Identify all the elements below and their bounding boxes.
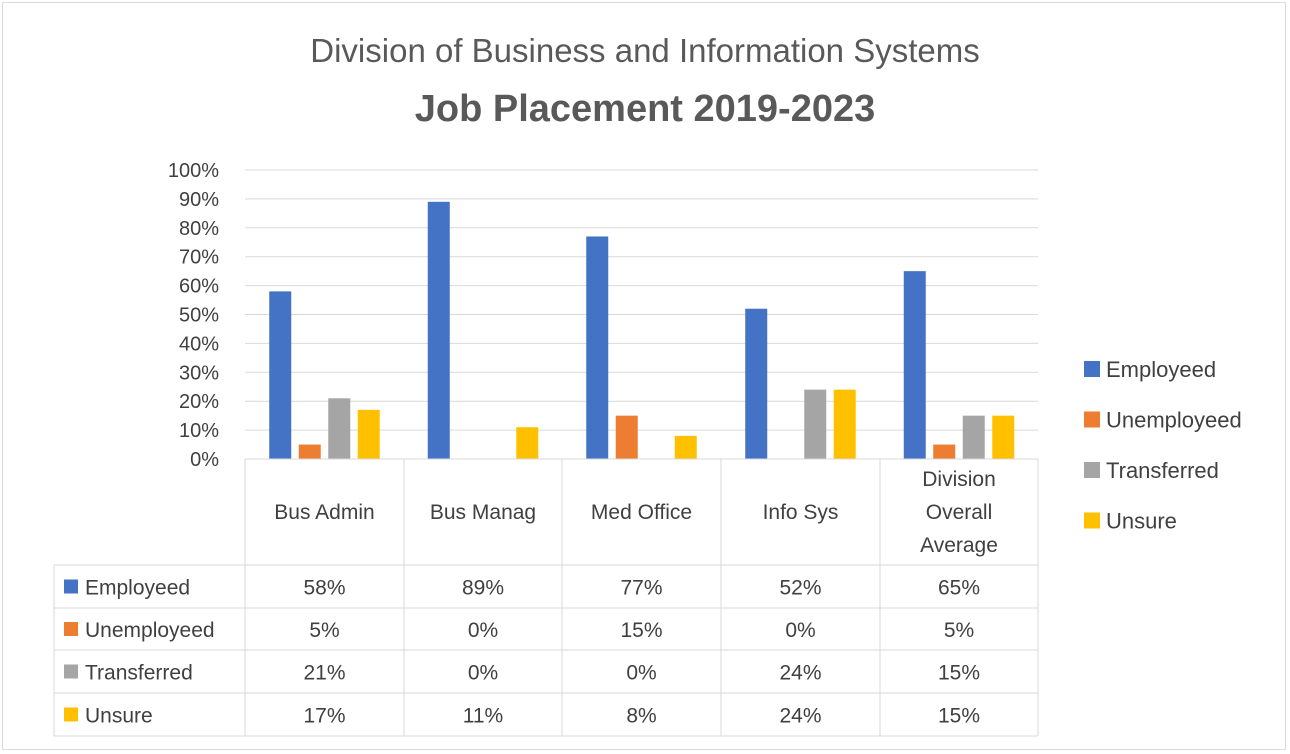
- bar: [833, 389, 856, 459]
- y-tick-label: 60%: [179, 276, 219, 298]
- bar: [933, 444, 956, 459]
- bar: [427, 201, 450, 460]
- x-category-label: Overall: [926, 501, 993, 524]
- legend-swatch: [1084, 462, 1100, 478]
- x-category-label: Med Office: [591, 501, 692, 524]
- y-tick-label: 80%: [179, 218, 219, 240]
- data-label: 24%: [779, 705, 821, 728]
- bar: [674, 435, 697, 459]
- legend-swatch: [1084, 411, 1100, 428]
- legend-swatch: [1084, 361, 1100, 377]
- bar: [615, 415, 638, 459]
- data-label: 21%: [303, 662, 345, 685]
- x-category-label: Bus Manag: [430, 501, 536, 524]
- x-category-label: Division: [922, 468, 996, 491]
- bar: [357, 409, 380, 459]
- data-label: 15%: [620, 619, 662, 642]
- legend-label: Unemployeed: [1106, 408, 1242, 433]
- data-label: 8%: [626, 705, 656, 728]
- table-legend-key: [64, 707, 78, 722]
- data-label: 65%: [938, 577, 980, 600]
- table-series-name: Unsure: [85, 705, 153, 728]
- legend-label: Employeed: [1106, 357, 1216, 382]
- data-label: 58%: [303, 577, 345, 600]
- bars-layer: [269, 201, 1015, 460]
- table-legend-key: [64, 579, 78, 594]
- legend-swatch: [1084, 512, 1100, 529]
- bar: [328, 398, 351, 459]
- bar: [903, 271, 926, 459]
- data-table: Bus Admin Bus Manag Med Office Info Sys Divi…: [53, 458, 1039, 737]
- data-label: 5%: [309, 619, 339, 642]
- table-series-name: Unemployeed: [85, 619, 215, 642]
- bar: [269, 291, 292, 459]
- data-label: 11%: [463, 705, 503, 728]
- y-tick-label: 20%: [179, 391, 219, 413]
- data-label: 77%: [620, 577, 662, 600]
- data-label: 0%: [468, 619, 498, 642]
- y-tick-label: 40%: [179, 333, 219, 355]
- chart-title: Division of Business and Information Sys…: [310, 32, 979, 69]
- y-tick-label: 0%: [190, 449, 219, 471]
- y-tick-label: 50%: [179, 305, 219, 327]
- bar: [745, 308, 768, 459]
- data-label: 15%: [938, 705, 980, 728]
- y-axis: 0% 10% 20% 30% 40% 50% 60% 70% 80% 90% 100%: [168, 160, 219, 471]
- data-label: 89%: [462, 577, 504, 600]
- legend: Employeed Unemployeed Transferred Unsure: [1084, 357, 1242, 534]
- table-legend-key: [64, 664, 78, 679]
- chart-subtitle: Job Placement 2019-2023: [415, 88, 876, 130]
- table-series-name: Transferred: [85, 662, 193, 685]
- data-label: 0%: [785, 619, 815, 642]
- data-label: 0%: [626, 662, 656, 685]
- data-label: 52%: [779, 577, 821, 600]
- legend-label: Unsure: [1106, 509, 1177, 534]
- x-category-label: Bus Admin: [274, 501, 374, 524]
- table-series-name: Employeed: [85, 577, 190, 600]
- y-tick-label: 90%: [179, 189, 219, 211]
- bar: [804, 389, 827, 459]
- data-label: 0%: [468, 662, 498, 685]
- y-tick-label: 70%: [179, 247, 219, 269]
- x-category-label: Info Sys: [763, 501, 839, 524]
- bar: [962, 415, 985, 459]
- bar: [298, 444, 321, 459]
- data-label: 5%: [944, 619, 974, 642]
- y-tick-label: 100%: [168, 160, 219, 182]
- x-category-label: Average: [920, 534, 998, 557]
- data-label: 15%: [938, 662, 980, 685]
- data-label: 24%: [779, 662, 821, 685]
- legend-label: Transferred: [1106, 458, 1219, 483]
- bar: [992, 415, 1015, 459]
- y-tick-label: 30%: [179, 362, 219, 384]
- bar: [586, 236, 609, 459]
- y-tick-label: 10%: [179, 420, 219, 442]
- table-legend-key: [64, 622, 78, 636]
- bar: [516, 427, 539, 459]
- data-label: 17%: [303, 705, 345, 728]
